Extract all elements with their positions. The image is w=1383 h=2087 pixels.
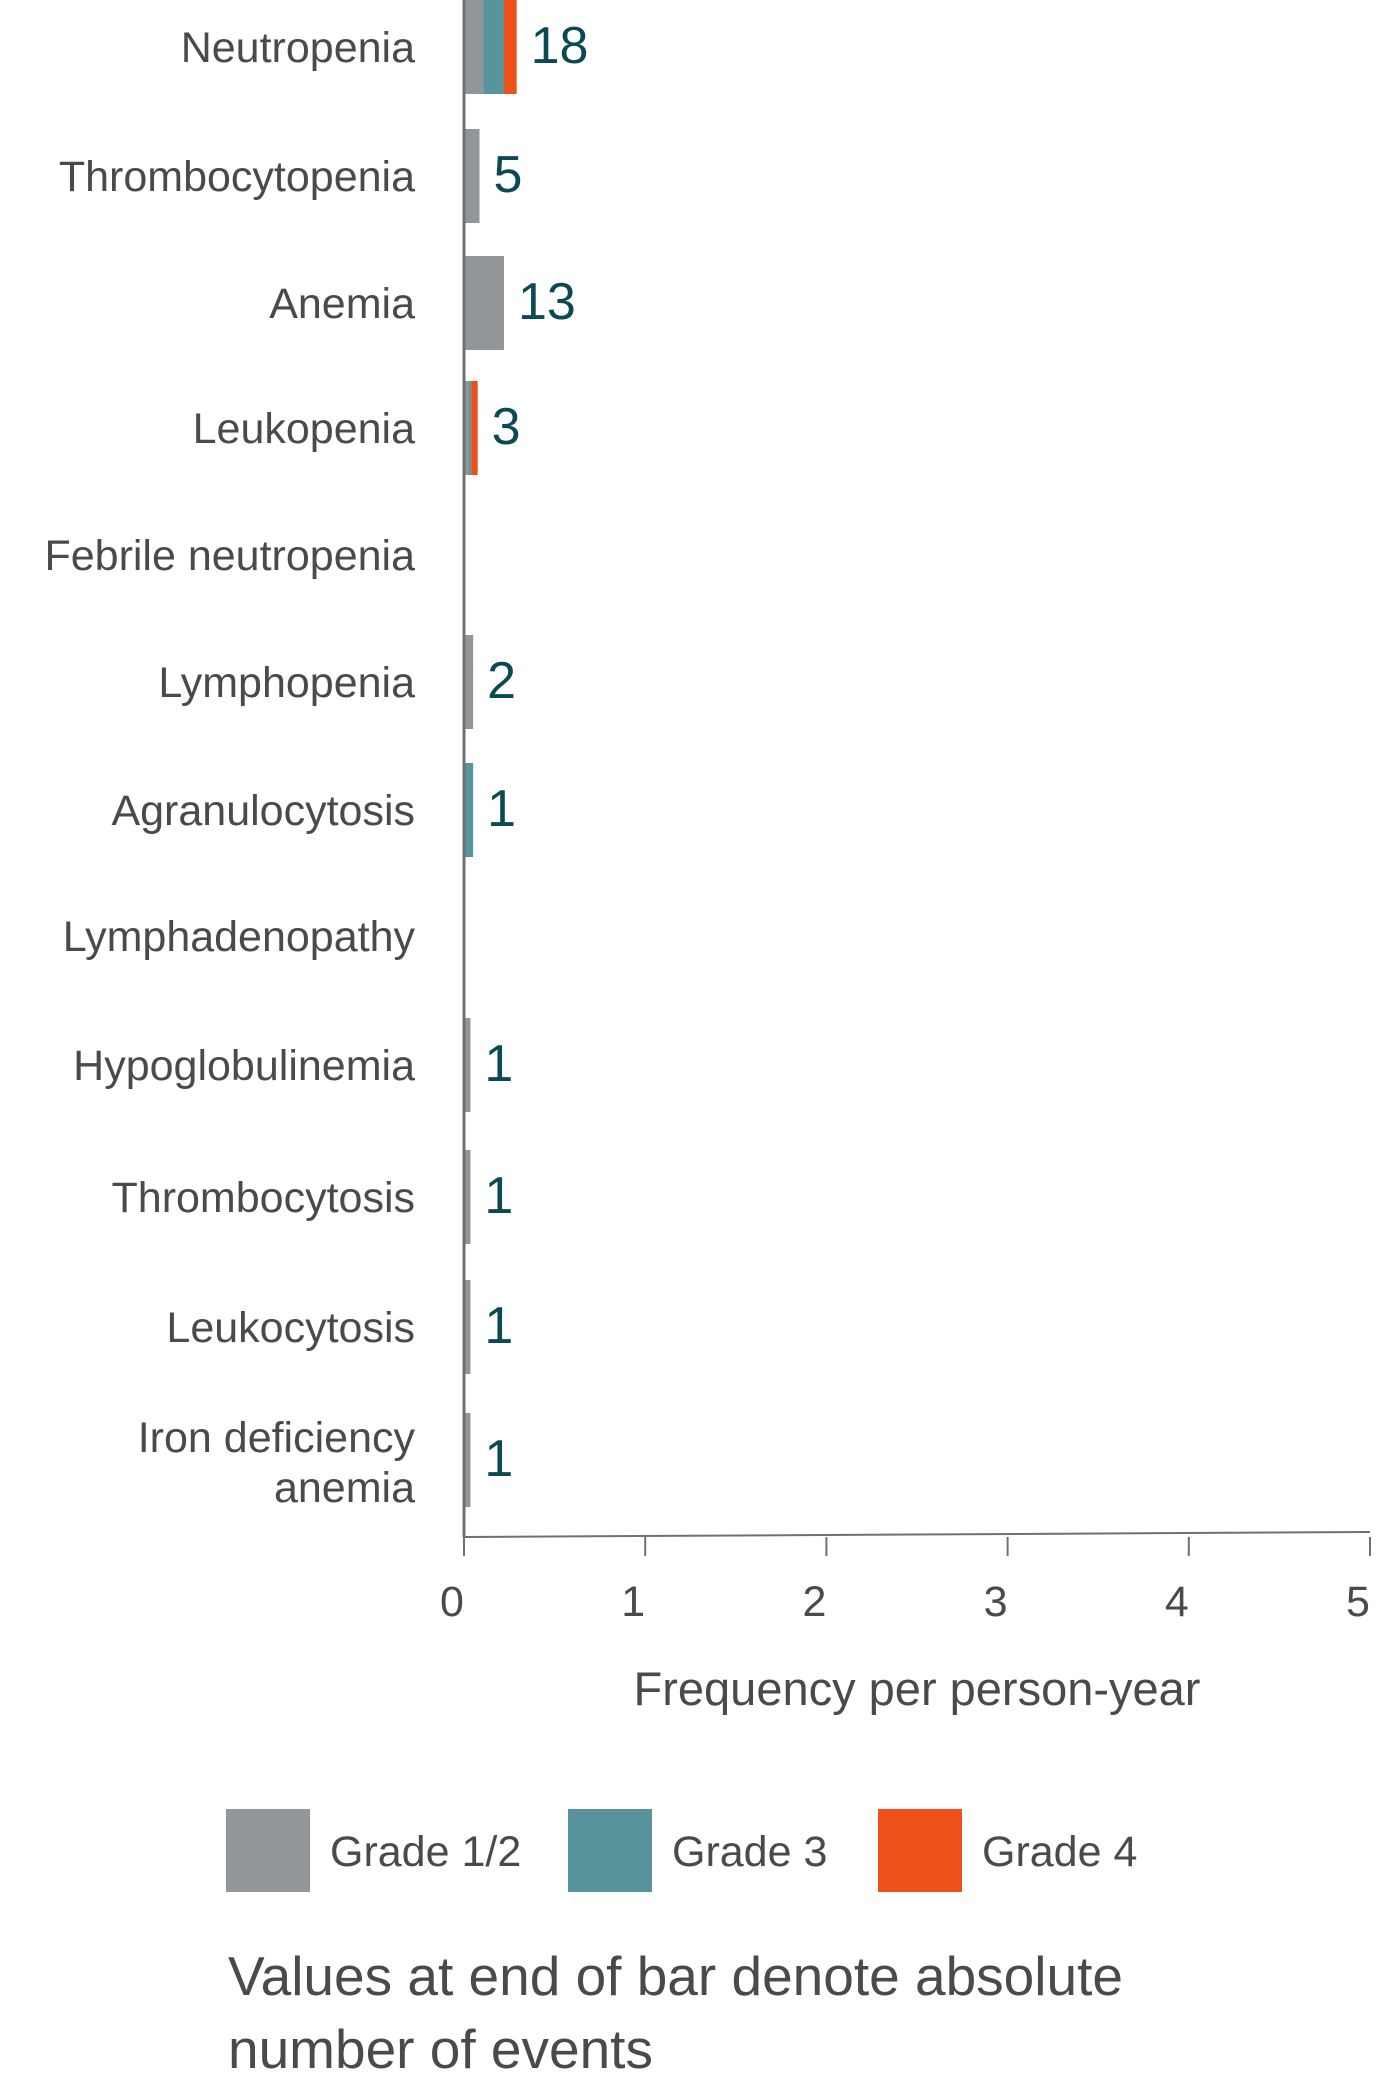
category-label-line: Hypoglobulinemia [73,1042,415,1090]
category-label: Lymphadenopathy [63,913,416,961]
x-tick-label: 4 [1165,1578,1189,1626]
bar-iron-deficiency-anemia-series-0 [465,1413,471,1507]
bar-hypoglobulinemia-series-0 [465,1018,471,1112]
x-tick-label: 2 [802,1578,826,1626]
category-label-line: Leukopenia [193,405,415,453]
category-label: Anemia [269,280,415,328]
bar-leukopenia-series-2 [471,381,478,475]
category-labels: Neutropenia Thrombocytopenia Anemia Leukope… [44,24,415,1512]
x-ticks: 0 1 2 3 4 5 [440,1537,1371,1626]
category-label-line: Lymphadenopathy [63,913,416,961]
category-label: Hypoglobulinemia [73,1042,415,1090]
bar-leukopenia-series-0 [465,381,469,475]
category-label-line: Febrile neutropenia [44,532,415,580]
x-tick-label: 0 [440,1578,464,1626]
data-label: 1 [484,1167,513,1225]
legend: Grade 1/2 Grade 3 Grade 4 [226,1809,1137,1892]
data-label: 1 [484,1035,513,1093]
data-label: 13 [518,273,576,331]
category-label-line: Lymphopenia [158,659,415,707]
category-label: Iron deficiency anemia [138,1414,416,1512]
data-label: 18 [531,17,589,75]
legend-label: Grade 1/2 [330,1828,521,1876]
x-tick-label: 1 [621,1578,645,1626]
x-tick-label: 3 [984,1578,1008,1626]
category-label: Thrombocytopenia [59,153,415,201]
data-label: 3 [492,398,521,456]
bar-lymphopenia-series-0 [465,635,474,729]
category-label: Leukopenia [193,405,415,453]
category-label-line: Iron deficiency [138,1414,416,1462]
legend-swatch [226,1809,310,1892]
bar-anemia-series-0 [465,256,504,350]
bar-thrombocytopenia-series-0 [465,129,480,223]
legend-label: Grade 3 [672,1828,827,1876]
category-label-line: Agranulocytosis [111,787,415,835]
category-label: Leukocytosis [166,1304,415,1352]
x-axis-line [463,1531,1371,1538]
category-label: Lymphopenia [158,659,415,707]
legend-swatch [568,1809,652,1892]
category-label: Neutropenia [181,24,415,72]
data-label: 2 [487,652,516,710]
data-labels: 18 5 13 3 2 1 1 1 1 1 [484,17,588,1488]
legend-swatch [878,1809,962,1892]
bar-neutropenia-series-0 [465,0,484,94]
category-label: Thrombocytosis [112,1174,415,1222]
bar-leukopenia-series-1 [468,381,472,475]
category-label-line: Anemia [269,280,415,328]
category-label-line: Thrombocytosis [112,1174,415,1222]
x-axis-label: Frequency per person-year [634,1662,1201,1715]
bar-agranulocytosis-series-1 [465,763,474,857]
bars [465,0,517,1507]
bar-neutropenia-series-1 [483,0,504,94]
bar-leukocytosis-series-0 [465,1280,471,1374]
category-label: Febrile neutropenia [44,532,415,580]
legend-label: Grade 4 [982,1828,1137,1876]
category-label-line: Leukocytosis [166,1304,415,1352]
category-label-line: Thrombocytopenia [59,153,415,201]
data-label: 1 [487,780,516,838]
data-label: 1 [484,1297,513,1355]
data-label: 1 [484,1430,513,1488]
x-tick-label: 5 [1346,1578,1370,1626]
bar-thrombocytosis-series-0 [465,1150,471,1244]
note-line-1: Values at end of bar denote absolute [228,1945,1123,2007]
note-line-2: number of events [228,2018,653,2080]
data-label: 5 [493,146,522,204]
category-label: Agranulocytosis [111,787,415,835]
category-label-line: Neutropenia [181,24,415,72]
bar-neutropenia-series-2 [503,0,517,94]
category-label-line: anemia [274,1464,415,1512]
